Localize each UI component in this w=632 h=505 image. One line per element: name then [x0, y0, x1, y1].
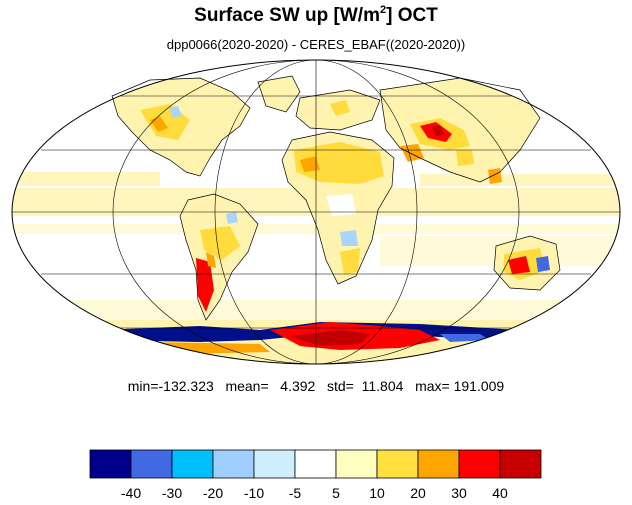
australia-blue: [536, 256, 550, 272]
colorbar: -40 -30 -20 -10 -5 5 10 20 30 40: [89, 449, 542, 501]
sahara-orange: [300, 156, 320, 172]
north-america-blue: [170, 106, 182, 118]
colorbar-tick-label: 5: [332, 485, 340, 501]
south-america-yellow: [200, 226, 240, 260]
coastline-europe: [295, 89, 381, 131]
southern-africa-yellow: [340, 248, 360, 274]
colorbar-swatch: [212, 449, 255, 479]
colorbar-tick-label: 10: [369, 485, 385, 501]
colorbar-tick-label: 40: [492, 485, 508, 501]
colorbar-tick-label: -40: [121, 485, 141, 501]
australia-red: [508, 256, 530, 274]
figure-subtitle: dpp0066(2020-2020) - CERES_EBAF((2020-20…: [166, 37, 466, 52]
colorbar-swatch: [376, 449, 419, 479]
arabia-orange: [400, 144, 424, 162]
andes-orange: [206, 252, 216, 268]
title-superscript: 2: [379, 4, 387, 16]
colorbar-swatch: [130, 449, 173, 479]
coastline-asia: [379, 77, 541, 183]
colorbar-tick-label: -10: [244, 485, 264, 501]
coastline-south-america: [179, 193, 259, 321]
colorbar-swatch: [335, 449, 378, 479]
europe-yellow: [330, 100, 350, 116]
colorbar-swatch: [458, 449, 501, 479]
title-text-tail: ] OCT: [386, 5, 438, 26]
coastline-africa: [281, 131, 395, 285]
colorbar-swatch: [89, 449, 132, 479]
coastline-greenland: [257, 75, 301, 113]
colorbar-swatch: [417, 449, 460, 479]
coastline-north-america: [111, 77, 251, 177]
colorbar-swatch: [171, 449, 214, 479]
greenland-land: [258, 76, 300, 112]
colorbar-tick-label: 30: [451, 485, 467, 501]
southern-africa-blue: [340, 230, 358, 246]
globe-outline: [11, 59, 621, 365]
colorbar-tick-label: -20: [203, 485, 223, 501]
colorbar-tick-label: -5: [289, 485, 302, 501]
coastline-australia: [493, 235, 561, 291]
colorbar-tick-label: -30: [162, 485, 182, 501]
colorbar-swatch: [499, 449, 542, 479]
figure-title: Surface SW up [W/m2] OCT: [0, 4, 632, 27]
tropical-band-east-pacific: [12, 172, 160, 186]
tropical-band-indian: [420, 174, 620, 186]
title-text: Surface SW up [W/m: [194, 5, 380, 26]
stats-line: min=-132.323 mean= 4.392 std= 11.804 max…: [127, 378, 505, 394]
tibet-dark-red: [432, 126, 444, 136]
colorbar-swatch: [294, 449, 337, 479]
amazon-blue: [226, 212, 238, 224]
coastlines: [111, 75, 561, 321]
southeast-asia-orange: [488, 168, 502, 184]
colorbar-swatch: [253, 449, 296, 479]
antarctica-blue: [440, 334, 490, 342]
antarctica-dark-red: [290, 330, 370, 346]
colorbar-tick-label: 20: [410, 485, 426, 501]
andes-red: [196, 258, 214, 312]
sahara-yellow: [294, 142, 384, 184]
india-yellow: [456, 150, 474, 166]
congo-white: [326, 194, 356, 216]
